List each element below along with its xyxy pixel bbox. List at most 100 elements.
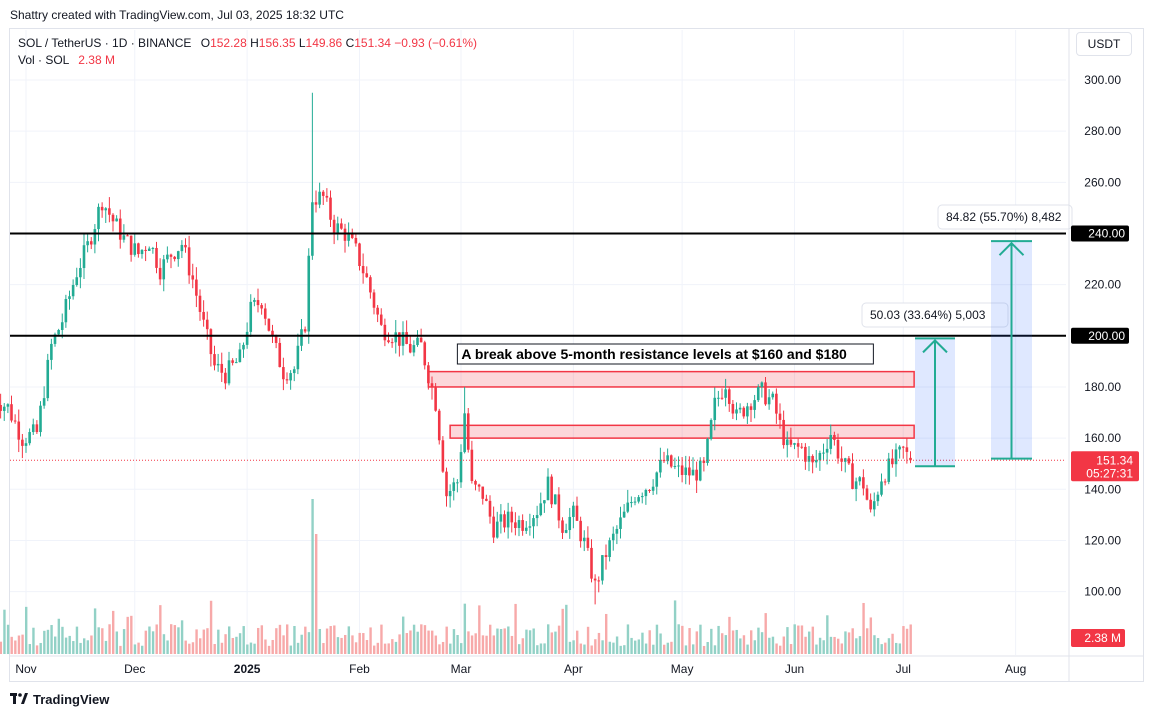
volume-bar [307,632,311,654]
candle-body [321,191,325,196]
candle-body [137,243,140,255]
volume-bar [594,639,597,654]
volume-bar [797,625,800,654]
volume-bar [289,645,293,654]
candle-body [847,458,851,464]
volume-bar [550,632,554,654]
candle-body [205,319,209,330]
candle-body [158,267,162,280]
candle-body [86,241,89,246]
volume-bar [398,634,401,654]
candle-body [278,342,282,368]
volume-bar [822,640,825,654]
candle-body [13,420,17,422]
candle-body [615,528,619,534]
volume-bar [86,640,90,654]
candle-body [354,237,358,244]
volume-bar [242,626,245,654]
candle-body [517,520,521,529]
chart-frame [9,28,1144,682]
candle-body [872,501,876,510]
candle-body [372,292,376,308]
candle-body [807,456,811,462]
candle-body [220,363,224,373]
candle-body [329,197,332,220]
candle-body [901,446,905,448]
volume-bar [431,630,434,654]
x-tick-label: Dec [124,662,145,676]
volume-bar [104,640,108,654]
candle-body [720,397,724,399]
volume-bar [54,636,57,654]
level-tag-240-bg [1071,225,1129,242]
volume-bar [525,629,528,654]
volume-bar [876,638,880,654]
candle-body [756,386,760,401]
volume-bar [14,640,17,654]
volume-bar [474,633,477,654]
symbol-label[interactable]: SOL / TetherUS · 1D · BINANCE [18,36,192,50]
volume-bar [180,620,184,654]
candle-body [180,244,184,252]
candle-body [775,393,778,414]
volume-bar [409,630,412,654]
volume-bar [460,643,463,654]
candle-body [198,295,202,312]
volume-bar [275,628,278,654]
candle-body [869,499,872,510]
volume-bar [735,629,738,654]
volume-bar [97,627,100,654]
candle-body [242,344,245,350]
volume-bar [579,643,583,654]
volume-bar [387,643,390,654]
volume-bar [898,643,902,654]
volume-bar [206,628,209,654]
candle-body [412,345,416,353]
candle-body [466,413,470,450]
volume-bar [688,628,691,654]
candle-body [495,521,499,538]
volume-bar [115,631,119,654]
volume-bar [235,636,238,654]
volume-bar [489,624,492,654]
candle-body [669,455,673,467]
volume-bar [470,635,474,654]
candle-body [10,404,13,421]
candle-body [68,296,71,299]
candle-body [350,234,354,238]
volume-bar [188,643,191,654]
candle-body [898,446,901,450]
volume-bar [724,635,728,654]
candle-body [274,335,278,343]
volume-bar [228,626,231,654]
volume-bar [786,627,789,654]
candle-body [21,439,24,446]
currency-button[interactable]: USDT [1076,32,1132,56]
volume-bar [673,600,677,654]
volume-bar [246,644,249,654]
volume-bar [434,635,438,654]
volume-bar [692,644,695,654]
tradingview-logo[interactable]: TradingView [10,692,109,707]
volume-bar [554,631,557,654]
candle-body [485,498,488,501]
candle-body [202,311,205,320]
candle-body [630,502,633,504]
volume-label[interactable]: Vol · SOL [18,53,69,67]
candle-body [651,486,655,491]
candle-body [688,467,691,476]
candle-body [800,446,804,448]
volume-bar [499,629,503,654]
volume-bar [402,616,405,654]
volume-bar [271,639,274,654]
current-price-tag: 151.34 [1096,453,1133,467]
candle-body [590,547,593,579]
volume-bar [862,602,865,654]
candle-body [445,471,448,497]
candle-body [477,484,481,487]
volume-bar [833,636,836,654]
volume-bar [837,638,840,654]
candle-body [684,467,688,475]
volume-bar [35,645,39,654]
